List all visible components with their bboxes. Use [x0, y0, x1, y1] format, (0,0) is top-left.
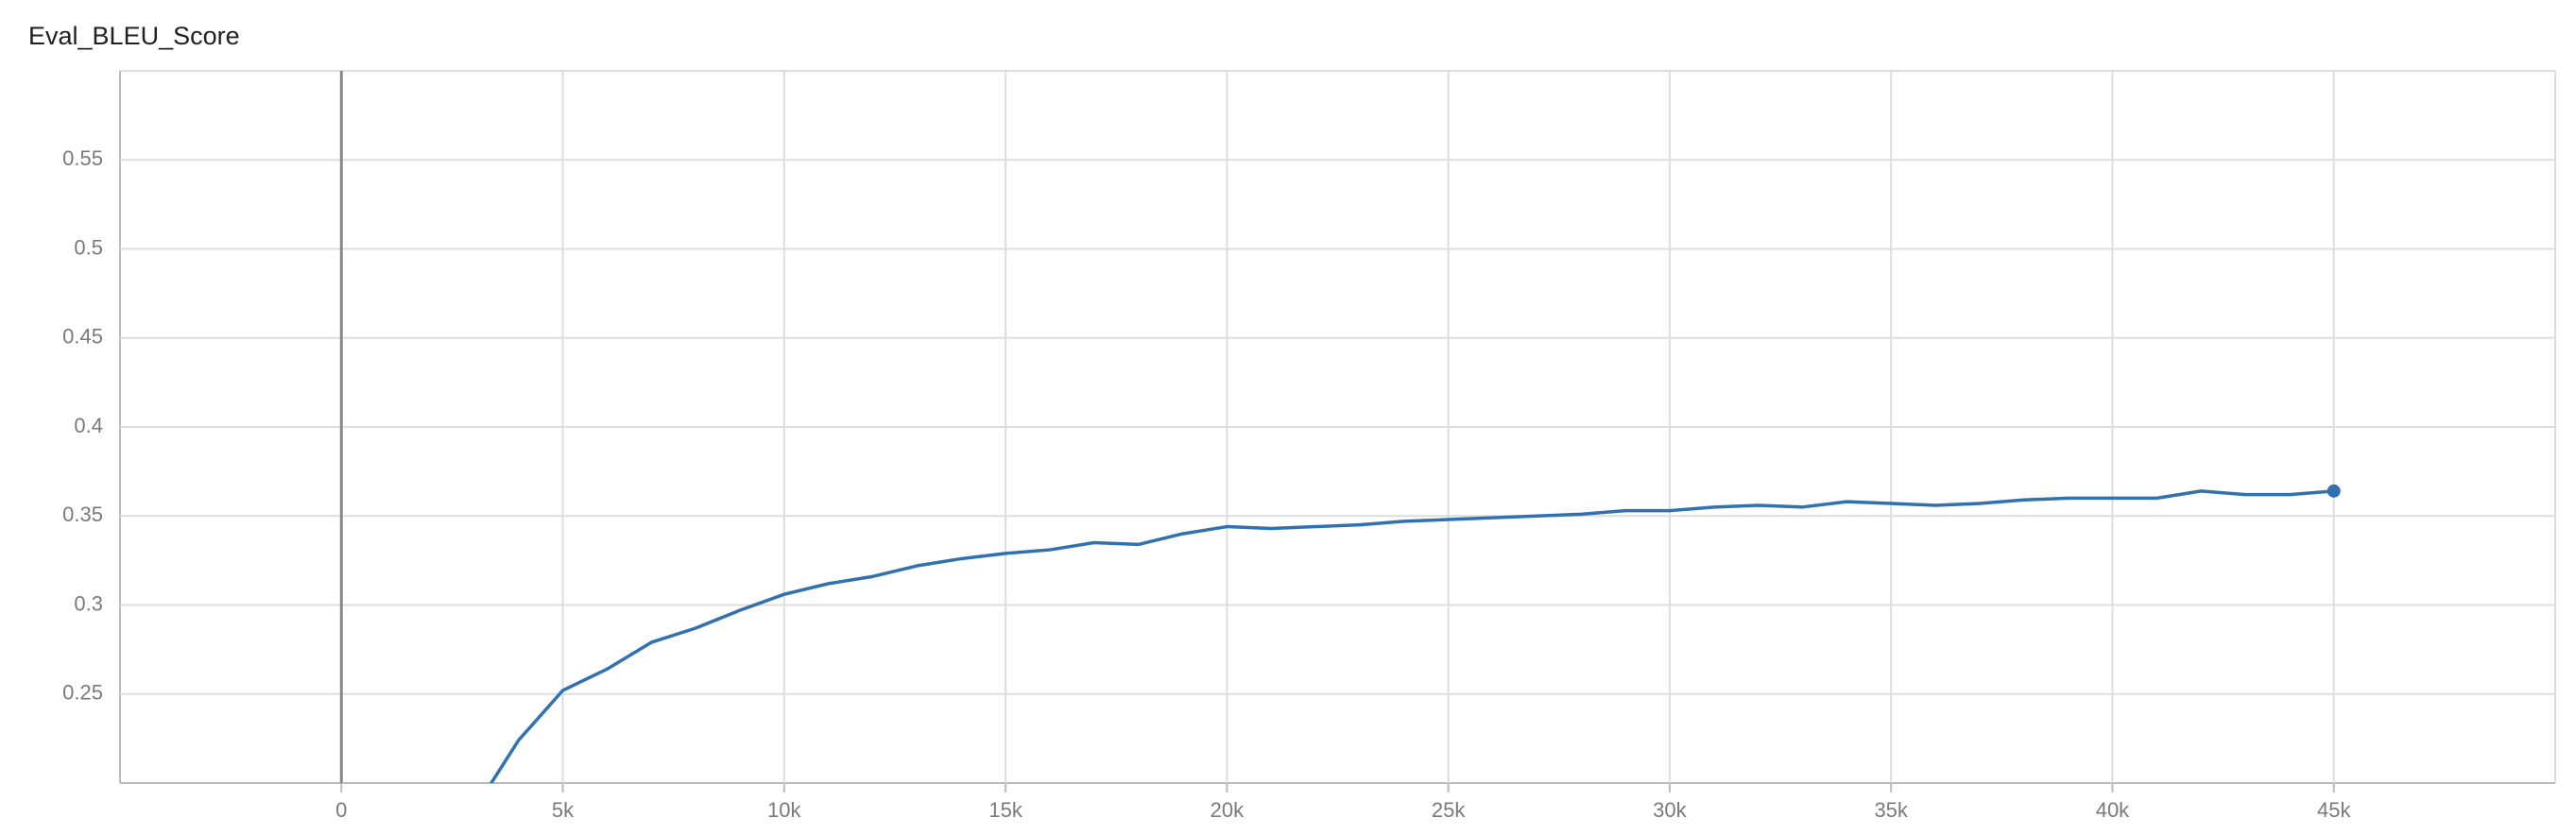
y-tick-label: 0.25: [62, 681, 103, 705]
chart-title: Eval_BLEU_Score: [28, 22, 240, 50]
x-tick-label: 5k: [552, 798, 575, 822]
x-tick-label: 40k: [2096, 798, 2130, 822]
x-tick-label: 30k: [1653, 798, 1687, 822]
x-tick-label: 45k: [2317, 798, 2351, 822]
y-tick-label: 0.3: [74, 591, 103, 615]
line: [489, 489, 2334, 783]
y-tick-label: 0.35: [62, 503, 103, 526]
last-point: [2327, 484, 2341, 498]
x-tick-label: 10k: [767, 798, 801, 822]
y-tick-label: 0.45: [62, 325, 103, 349]
y-tick-label: 0.4: [74, 414, 103, 437]
y-tick-label: 0.55: [62, 146, 103, 170]
y-tick-label: 0.5: [74, 235, 103, 259]
x-tick-label: 20k: [1211, 798, 1245, 822]
x-tick-label: 15k: [988, 798, 1022, 822]
x-tick-label: 35k: [1874, 798, 1908, 822]
x-tick-label: 25k: [1432, 798, 1466, 822]
x-tick-label: 0: [335, 798, 347, 822]
